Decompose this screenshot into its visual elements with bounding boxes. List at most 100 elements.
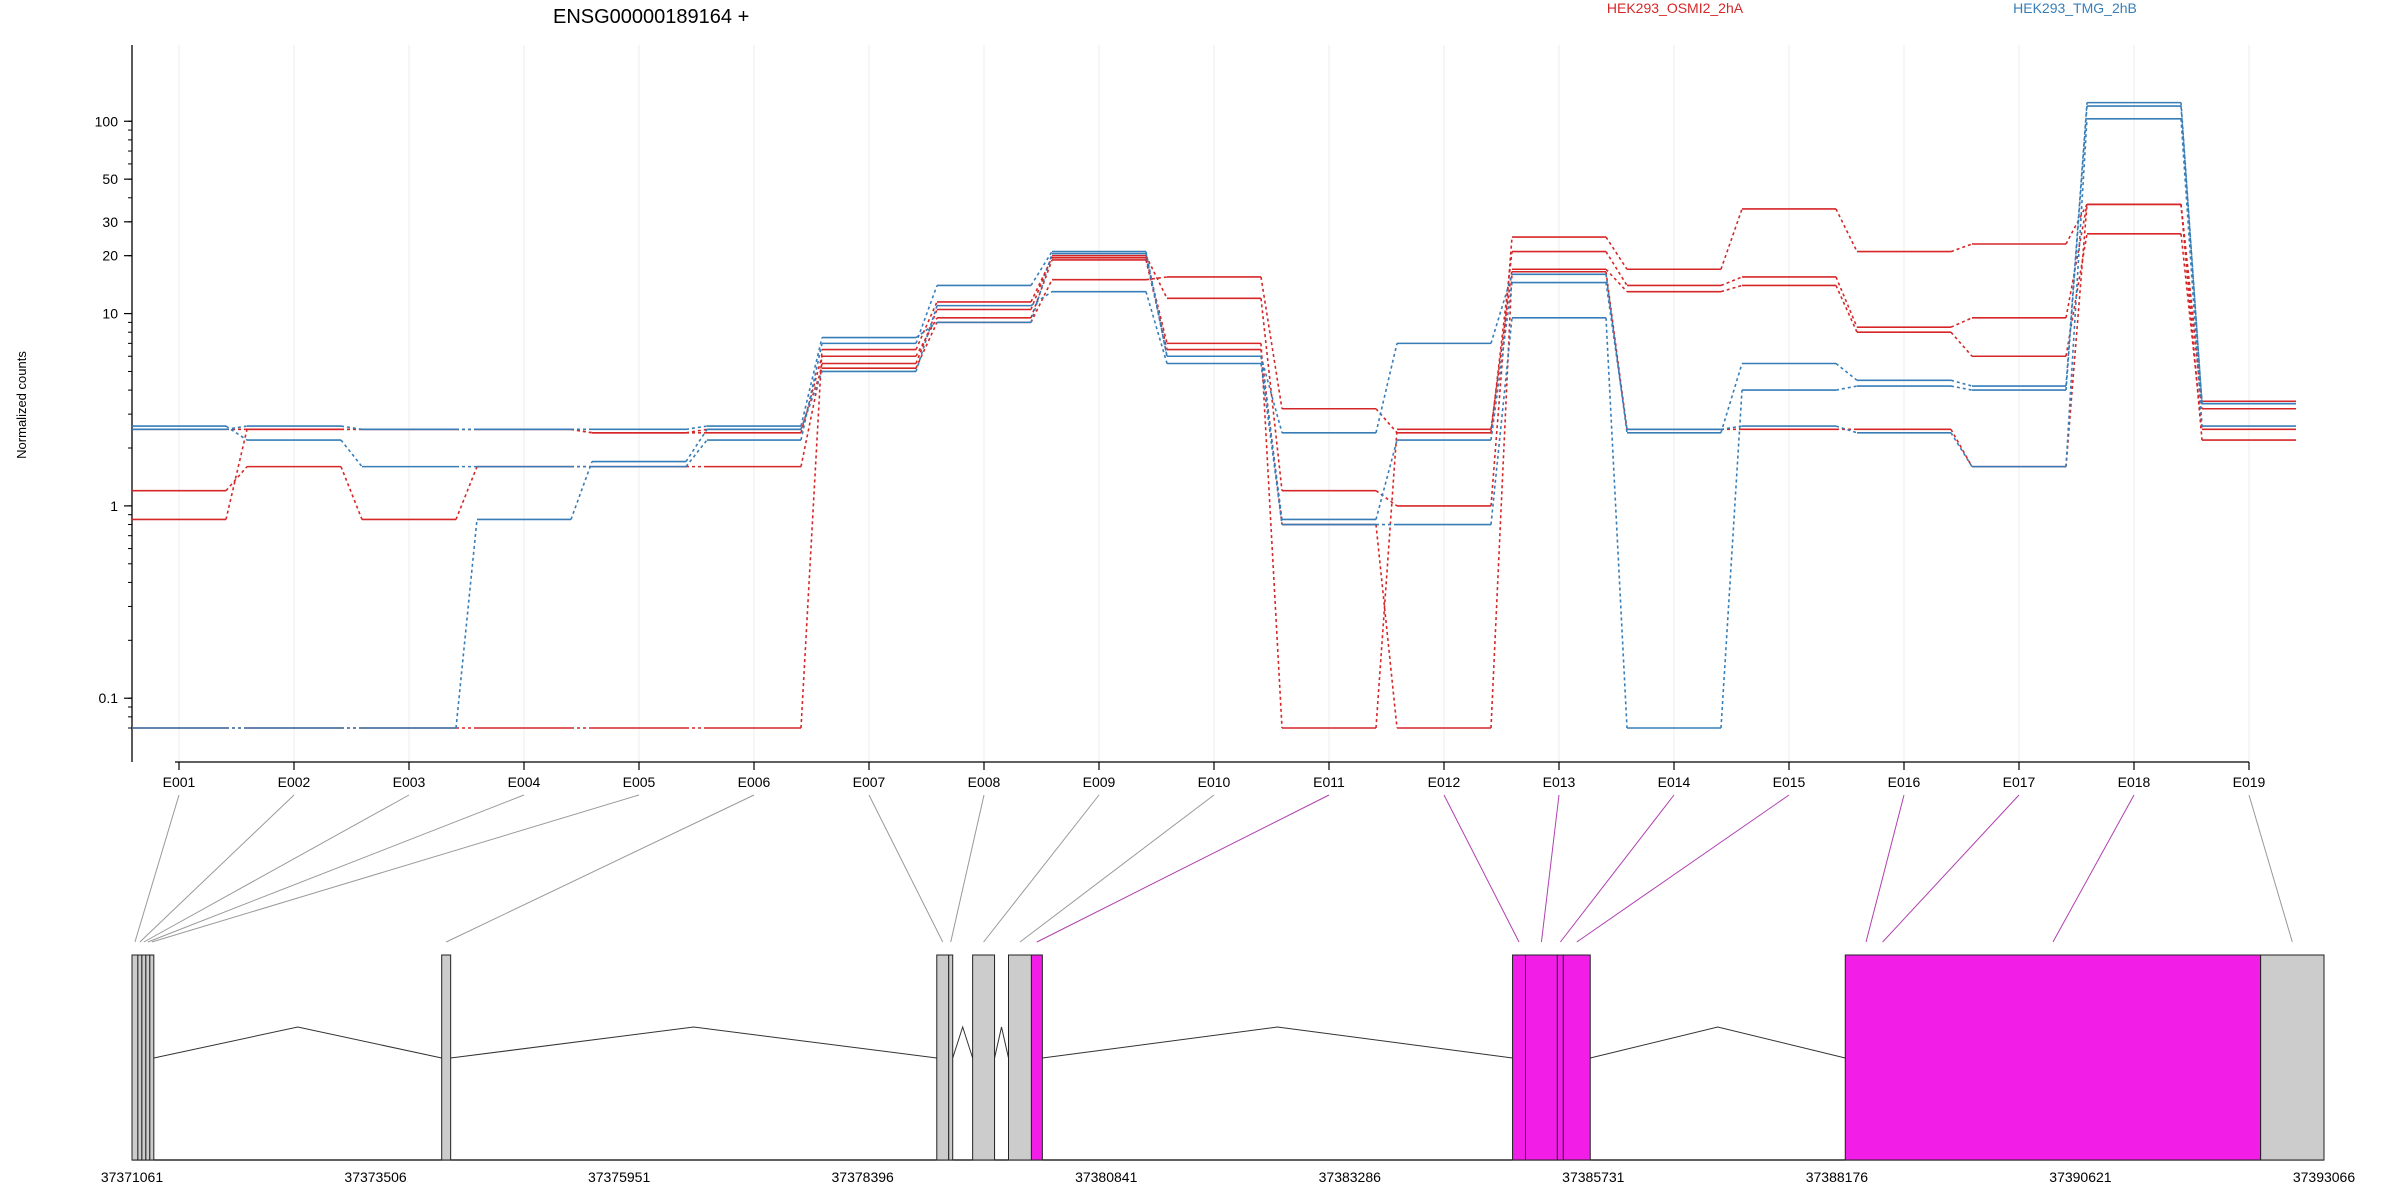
exon-link-line (1576, 794, 1790, 943)
data-connector (455, 519, 478, 729)
axes: 0.1 1 10 20 30 50 100 E001 E002 E003 E004 E005 E006 E… (95, 45, 2266, 790)
series-line (132, 117, 2296, 521)
data-connector (1030, 251, 1053, 286)
data-connector (1375, 524, 1398, 729)
data-connector (1260, 356, 1283, 520)
intron (1042, 1026, 1513, 1059)
x-tick-label: E012 (1428, 774, 1461, 790)
exon-link-line (1865, 794, 1905, 943)
exon-box (972, 954, 996, 1161)
exon-box (1562, 954, 1591, 1161)
exon-link-line (147, 794, 525, 943)
exon-link-line (1036, 794, 1330, 943)
exon-link-line (134, 794, 180, 943)
x-tick-label: E007 (853, 774, 886, 790)
data-connector (1030, 290, 1053, 307)
data-connector (1720, 276, 1743, 287)
exon-link-line (983, 794, 1100, 943)
exon-link-line (1882, 794, 2020, 943)
data-connector (800, 356, 823, 433)
exon-link-line (139, 794, 295, 943)
genome-coordinate-label: 37380841 (1075, 1169, 1138, 1185)
exon-link-line (151, 794, 640, 943)
series-line (132, 203, 2296, 729)
exon-box (145, 954, 151, 1161)
data-connector (1605, 236, 1628, 270)
data-connector (800, 371, 823, 430)
genome-coordinate-label: 37385731 (1562, 1169, 1625, 1185)
data-connector (225, 429, 248, 520)
exon-link-line (1540, 794, 1560, 943)
data-connector (1490, 282, 1513, 441)
data-connector (1030, 259, 1053, 319)
x-tick-label: E011 (1313, 774, 1345, 790)
x-tick-label: E003 (393, 774, 426, 790)
x-tick-label: E005 (623, 774, 656, 790)
data-connector (1950, 432, 1973, 468)
exon-link-line (1443, 794, 1520, 943)
data-connector (340, 439, 363, 468)
grid (178, 45, 2250, 762)
x-tick-label: E016 (1888, 774, 1921, 790)
data-connector (1490, 251, 1513, 433)
x-tick-label: E017 (2003, 774, 2036, 790)
intron (1590, 1026, 1846, 1059)
data-connector (2180, 105, 2203, 404)
x-tick-label: E013 (1543, 774, 1576, 790)
data-connector (1490, 269, 1513, 430)
data-connector (1260, 298, 1283, 491)
data-connector (915, 321, 938, 339)
data-connector (1375, 429, 1398, 729)
intron (450, 1026, 937, 1059)
genome-coordinate-label: 37371061 (101, 1169, 164, 1185)
genome-coordinate-label: 37383286 (1319, 1169, 1382, 1185)
exon-link-line (445, 794, 755, 943)
data-connector (570, 428, 593, 434)
data-connector (1030, 257, 1053, 303)
y-tick-label: 100 (95, 113, 119, 129)
series-line (132, 203, 2296, 521)
chart-title: ENSG00000189164 + (553, 6, 749, 28)
x-tick-label: E014 (1658, 774, 1691, 790)
exon-links (134, 794, 2293, 943)
data-connector (2180, 204, 2203, 441)
intron (153, 1026, 442, 1059)
x-tick-label: E019 (2233, 774, 2266, 790)
data-connector (1375, 408, 1398, 434)
x-tick-label: E006 (738, 774, 771, 790)
x-tick-label: E001 (163, 774, 196, 790)
intron (994, 1026, 1009, 1059)
legend-entry-1: HEK293_TMG_2hB (2013, 0, 2137, 16)
data-connector (1490, 317, 1513, 525)
genome-coordinate-label: 37393066 (2293, 1169, 2356, 1185)
x-tick-label: E002 (278, 774, 311, 790)
data-connector (1950, 317, 1973, 328)
series-line (132, 105, 2296, 729)
genome-coordinate-label: 37390621 (2049, 1169, 2112, 1185)
exon-link-line (143, 794, 410, 943)
data-connector (1950, 331, 1973, 357)
data-connector (1260, 276, 1283, 409)
data-connector (1950, 428, 1973, 468)
exon-box (1008, 954, 1032, 1161)
exon-box (1030, 954, 1043, 1161)
data-connector (915, 322, 938, 369)
data-connector (1950, 385, 1973, 391)
exon-box (1844, 954, 2262, 1161)
data-connector (1720, 284, 1743, 293)
exon-box (936, 954, 950, 1161)
exon-box (948, 954, 954, 1161)
data-connector (800, 349, 823, 729)
data-connector (1375, 343, 1398, 433)
exon-box (131, 954, 139, 1161)
data-connector (1835, 208, 1858, 252)
data-connector (1835, 276, 1858, 328)
y-axis-label: Normalized counts (14, 351, 29, 459)
exon-box (441, 954, 452, 1161)
data-connector (1950, 243, 1973, 253)
exon-box (149, 954, 155, 1161)
series-lines (132, 101, 2296, 729)
data-connector (1490, 271, 1513, 729)
exon-box (1556, 954, 1564, 1161)
